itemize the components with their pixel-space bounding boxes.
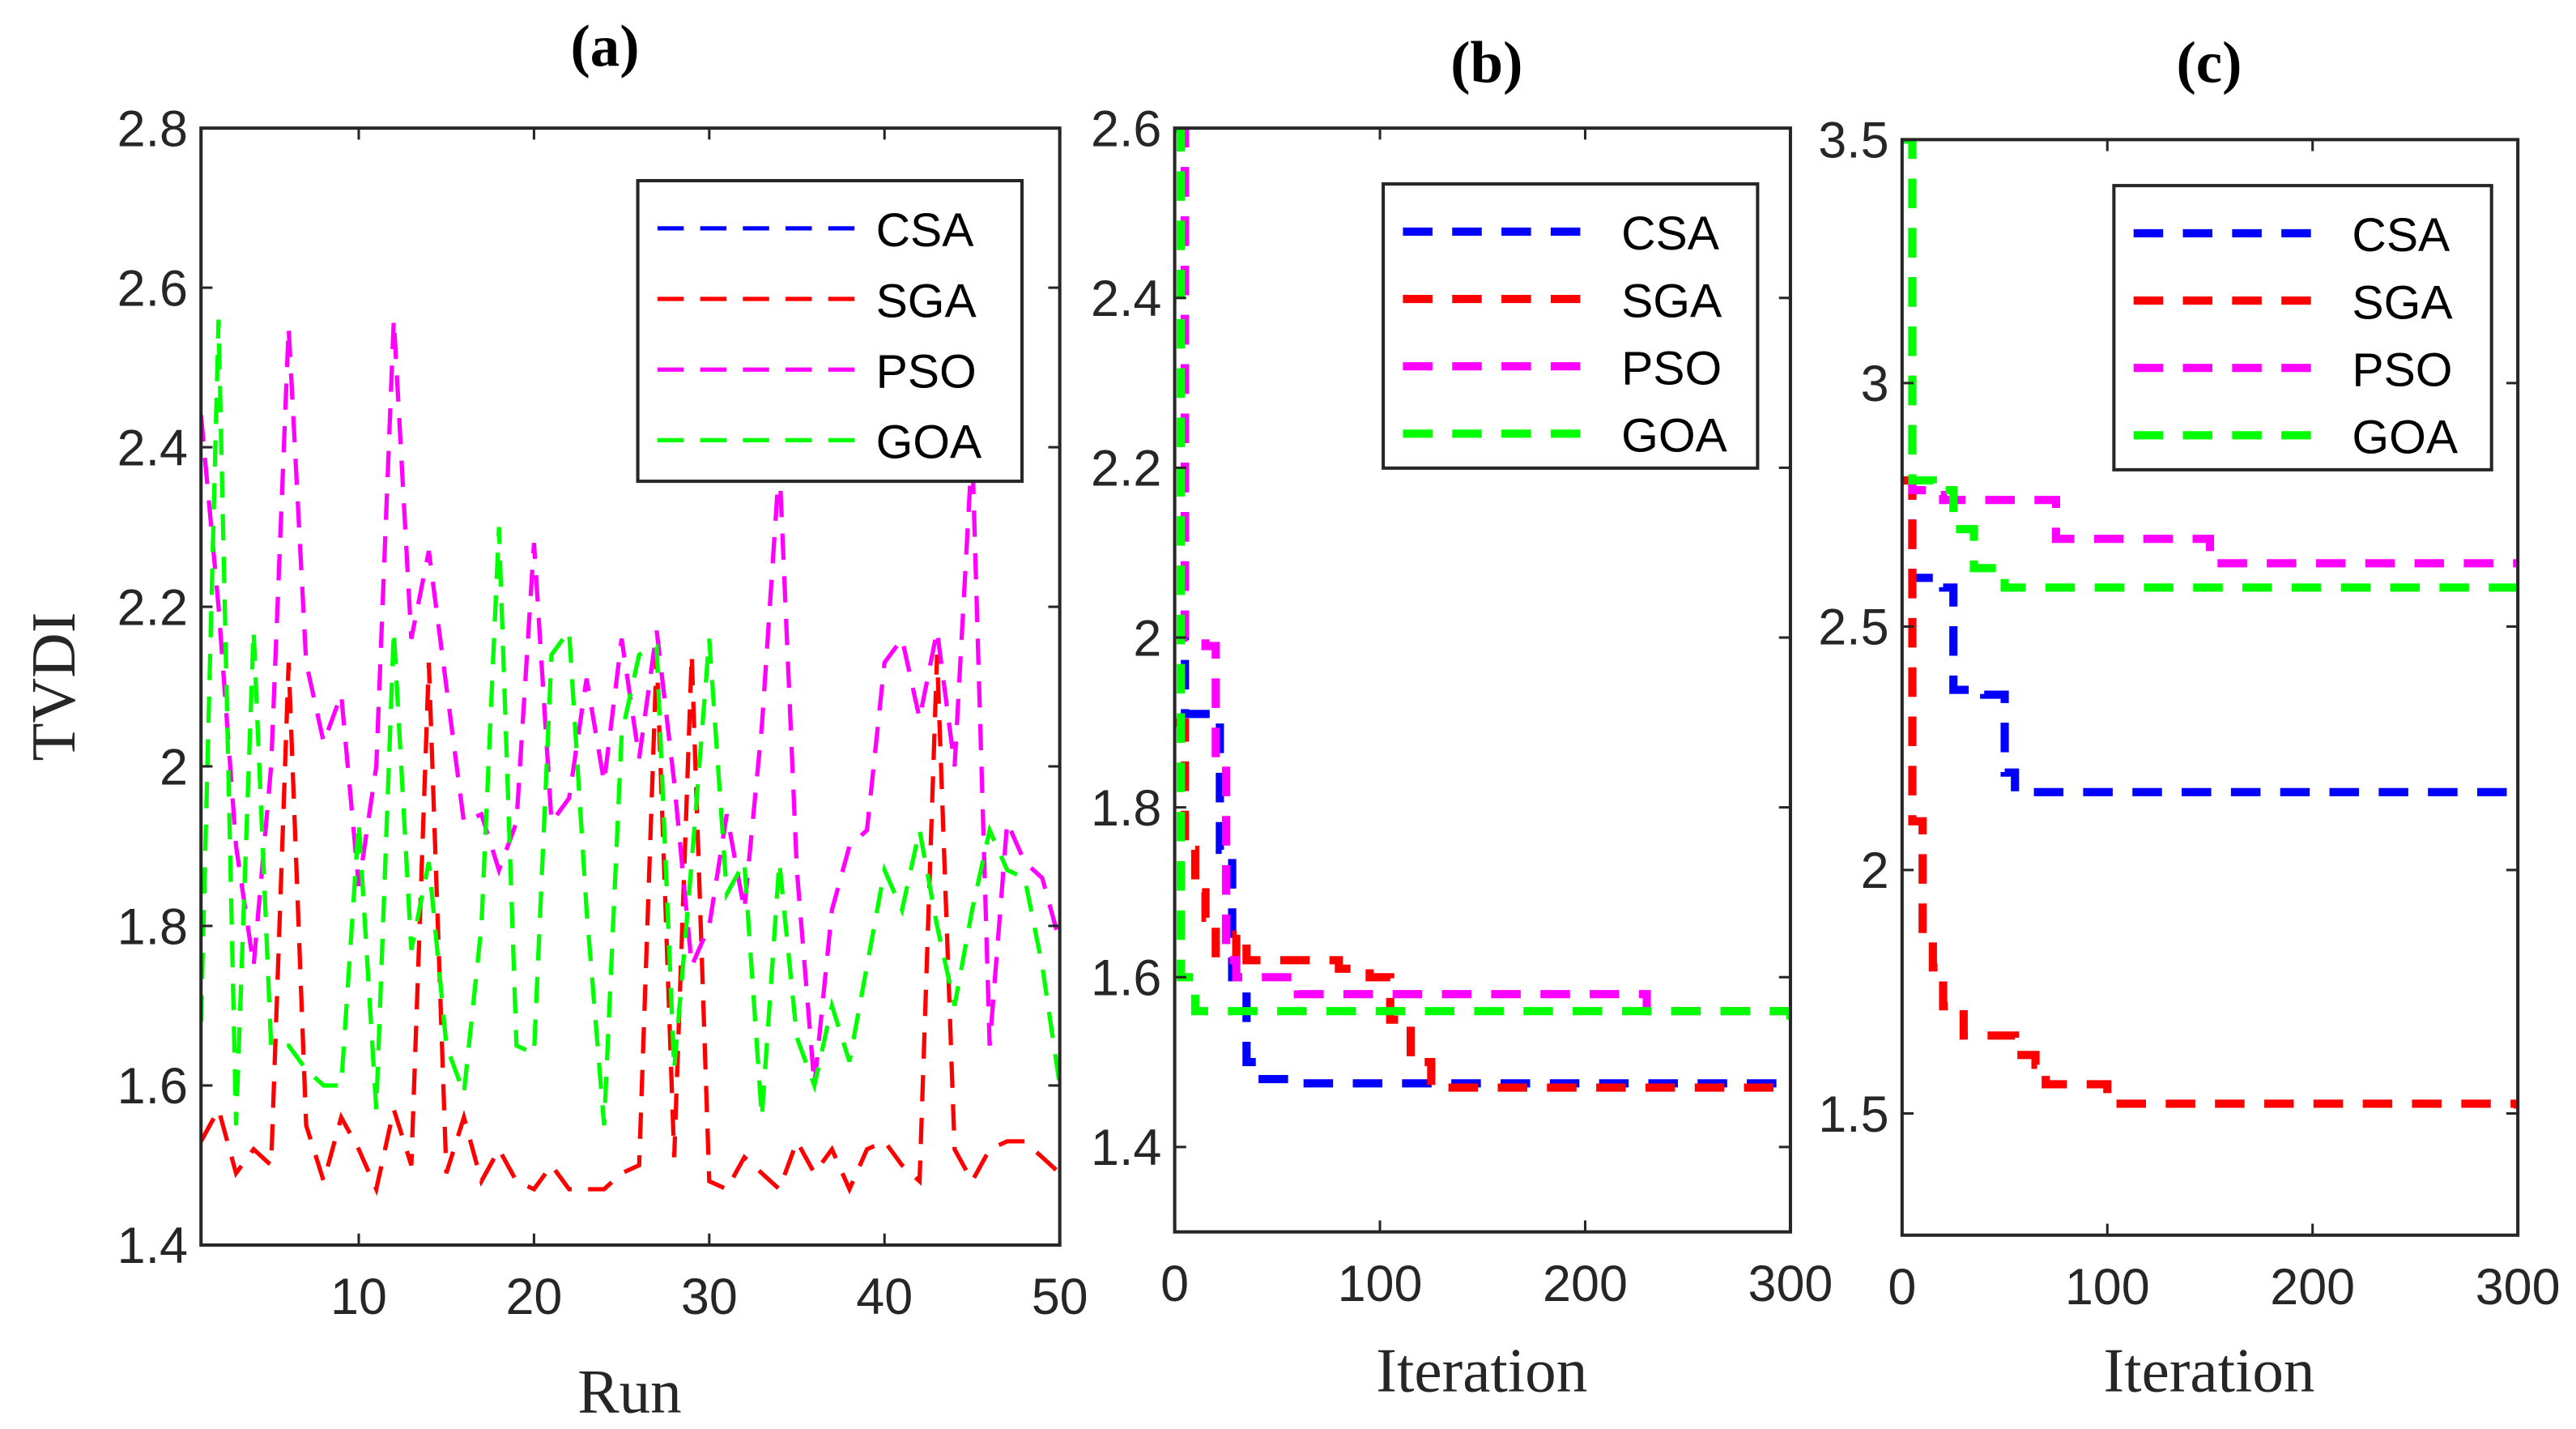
y-tick-label: 2.2 (117, 579, 188, 636)
x-tick-label: 30 (681, 1269, 738, 1325)
panel-title: (b) (1450, 29, 1522, 95)
legend-item-goa: GOA (657, 416, 982, 469)
legend-item-sga: SGA (2133, 276, 2453, 329)
panel-c: 0 100 200 300 1.5 2 2.5 3 3.5 (c) Iteration CSA SGA P… (1818, 29, 2560, 1405)
panel-title: (a) (570, 13, 639, 79)
x-tick-label: 300 (1748, 1256, 1833, 1312)
legend-label: SGA (2352, 276, 2453, 329)
legend-label: SGA (1621, 275, 1722, 327)
x-axis-label: Iteration (2104, 1335, 2315, 1405)
x-tick-label: 100 (2065, 1259, 2150, 1316)
y-tick-label: 2.6 (117, 260, 188, 317)
y-tick-label: 1.8 (117, 898, 188, 955)
y-tick-label: 2.4 (1091, 271, 1161, 327)
series-line-goa (201, 319, 1060, 1126)
y-tick-label: 1.8 (1091, 780, 1161, 837)
x-tick-label: 100 (1338, 1256, 1423, 1312)
axes-box (1900, 138, 2520, 1237)
x-tick-label: 20 (505, 1269, 562, 1325)
series-line-csa (1901, 476, 2519, 797)
x-tick-label: 10 (330, 1269, 387, 1325)
legend-item-csa: CSA (1403, 207, 1720, 260)
legend-label: GOA (2352, 412, 2458, 464)
y-tick-label: 2 (1861, 842, 1889, 899)
panel-a: 10 20 30 40 50 1.4 1.6 1.8 2 2.2 2.4 2.6 2.8 (a) Run TV… (19, 13, 1088, 1427)
legend-box (636, 179, 1024, 484)
y-tick-label: 1.4 (117, 1218, 188, 1274)
legend: CSA SGA PSO GOA (1382, 182, 1760, 470)
legend-item-goa: GOA (1403, 410, 1728, 463)
legend-item-pso: PSO (2133, 343, 2453, 396)
panel-b: 0 100 200 300 1.4 1.6 1.8 2 2.2 2.4 2.6 (b) Iteratio… (1091, 29, 1833, 1405)
legend-label: PSO (2352, 343, 2452, 396)
legend-item-pso: PSO (1403, 342, 1722, 395)
x-tick-label: 200 (1543, 1256, 1628, 1312)
y-tick-label: 2.8 (117, 100, 188, 157)
x-tick-label: 0 (1160, 1256, 1189, 1312)
y-tick-label: 2.6 (1091, 100, 1161, 157)
legend-label: PSO (1621, 342, 1722, 395)
x-tick-label: 40 (856, 1269, 913, 1325)
y-tick-label: 1.6 (1091, 950, 1161, 1007)
series-line-pso (1901, 139, 2519, 568)
legend-item-csa: CSA (657, 204, 975, 257)
x-axis-label: Iteration (1376, 1335, 1587, 1405)
legend-item-pso: PSO (657, 346, 977, 399)
legend-label: SGA (876, 275, 977, 327)
legend-item-sga: SGA (657, 275, 977, 327)
y-tick-label: 2 (160, 739, 188, 796)
legend-label: GOA (1621, 410, 1727, 463)
axes-box (1173, 126, 1792, 1234)
legend-item-csa: CSA (2133, 209, 2450, 262)
legend-label: CSA (2352, 209, 2450, 262)
series-line-sga (1901, 476, 2519, 1109)
legend-item-sga: SGA (1403, 275, 1722, 327)
axes-box (199, 126, 1062, 1247)
legend-label: CSA (876, 204, 975, 257)
x-tick-label: 0 (1888, 1259, 1916, 1316)
x-axis-label: Run (577, 1357, 681, 1427)
y-tick-label: 2 (1133, 610, 1161, 667)
y-tick-label: 3 (1861, 356, 1889, 412)
y-tick-label: 1.4 (1091, 1120, 1161, 1176)
y-tick-label: 1.5 (1818, 1086, 1888, 1143)
x-tick-label: 200 (2270, 1259, 2355, 1316)
series-line-sga (1174, 718, 1790, 1092)
panel-title: (c) (2176, 29, 2242, 95)
x-tick-label: 50 (1032, 1269, 1088, 1325)
y-tick-label: 1.6 (117, 1058, 188, 1115)
legend-label: GOA (876, 416, 982, 469)
x-tick-label: 300 (2476, 1259, 2561, 1316)
legend-label: CSA (1621, 207, 1720, 260)
legend-item-goa: GOA (2133, 412, 2459, 464)
y-tick-label: 2.2 (1091, 441, 1161, 497)
legend-label: PSO (876, 346, 977, 399)
y-tick-label: 2.5 (1818, 599, 1888, 656)
y-tick-label: 2.4 (117, 420, 188, 476)
legend: CSA SGA PSO GOA (636, 179, 1024, 484)
y-axis-label: TVDI (19, 612, 88, 761)
legend: CSA SGA PSO GOA (2112, 184, 2493, 471)
series-line-sga (201, 655, 1060, 1197)
series-line-goa (1901, 139, 2519, 592)
y-tick-label: 3.5 (1818, 113, 1888, 169)
